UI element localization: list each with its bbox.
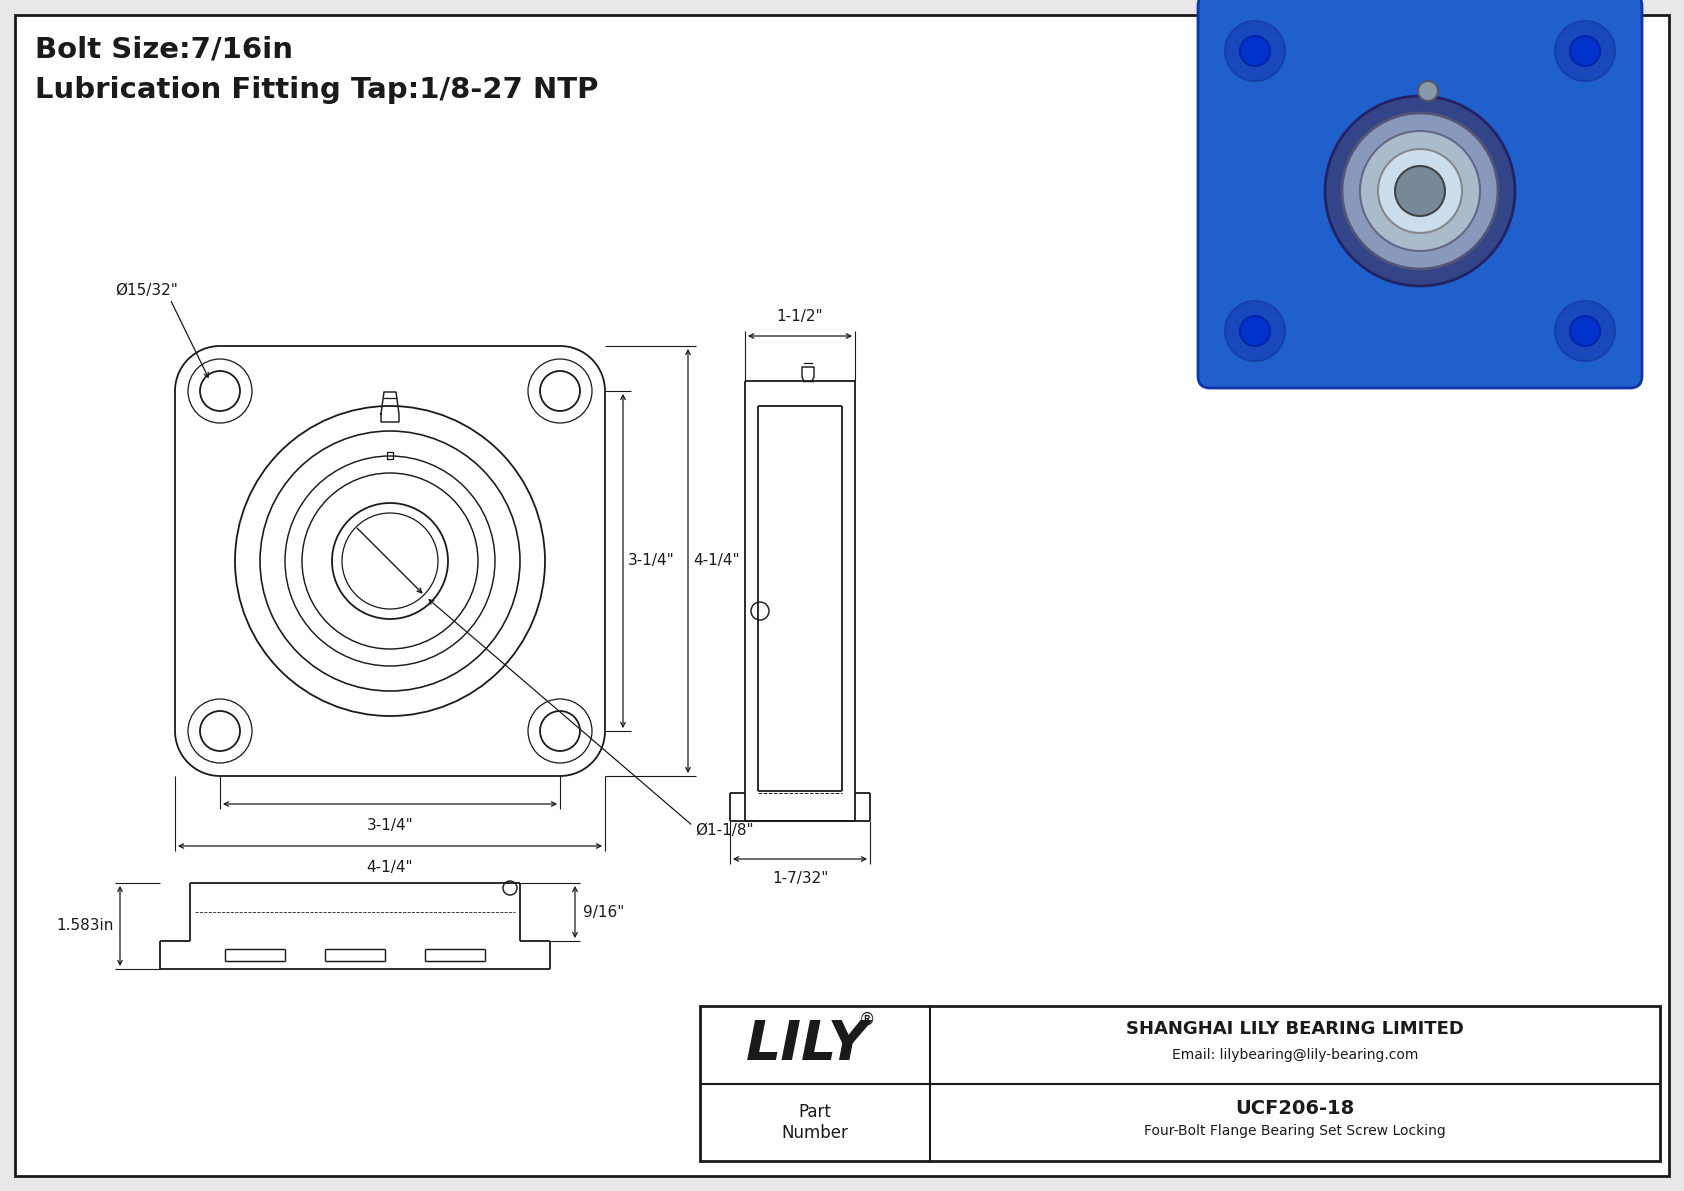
Circle shape [1361, 131, 1480, 251]
Text: LILY: LILY [746, 1018, 869, 1072]
Text: 3-1/4": 3-1/4" [367, 818, 413, 833]
Circle shape [1239, 36, 1270, 66]
Text: Ø1-1/8": Ø1-1/8" [695, 823, 754, 838]
Text: 3-1/4": 3-1/4" [628, 554, 675, 568]
Circle shape [1378, 149, 1462, 233]
Text: SHANGHAI LILY BEARING LIMITED: SHANGHAI LILY BEARING LIMITED [1127, 1019, 1463, 1039]
Circle shape [1224, 21, 1285, 81]
Text: 1.583in: 1.583in [57, 918, 115, 934]
Circle shape [1239, 316, 1270, 347]
Text: UCF206-18: UCF206-18 [1236, 1099, 1354, 1118]
Circle shape [1554, 21, 1615, 81]
Circle shape [1325, 96, 1516, 286]
Circle shape [1418, 81, 1438, 101]
Text: Four-Bolt Flange Bearing Set Screw Locking: Four-Bolt Flange Bearing Set Screw Locki… [1143, 1123, 1447, 1137]
Text: Ø15/32": Ø15/32" [115, 283, 179, 299]
Circle shape [1554, 301, 1615, 361]
Text: Lubrication Fitting Tap:1/8-27 NTP: Lubrication Fitting Tap:1/8-27 NTP [35, 76, 598, 104]
Bar [701, 1006, 1660, 1161]
Text: Email: lilybearing@lily-bearing.com: Email: lilybearing@lily-bearing.com [1172, 1048, 1418, 1062]
Text: Part
Number: Part Number [781, 1103, 849, 1142]
Text: 4-1/4": 4-1/4" [694, 554, 739, 568]
Text: 1-7/32": 1-7/32" [771, 871, 829, 886]
Text: 1-1/2": 1-1/2" [776, 308, 823, 324]
Circle shape [1569, 316, 1600, 347]
FancyBboxPatch shape [1197, 0, 1642, 388]
Text: ®: ® [859, 1011, 876, 1029]
Circle shape [1342, 113, 1499, 269]
Text: 9/16": 9/16" [583, 904, 625, 919]
Text: 4-1/4": 4-1/4" [367, 860, 413, 875]
Text: Bolt Size:7/16in: Bolt Size:7/16in [35, 36, 293, 64]
Circle shape [1569, 36, 1600, 66]
Circle shape [1224, 301, 1285, 361]
Circle shape [1394, 166, 1445, 216]
